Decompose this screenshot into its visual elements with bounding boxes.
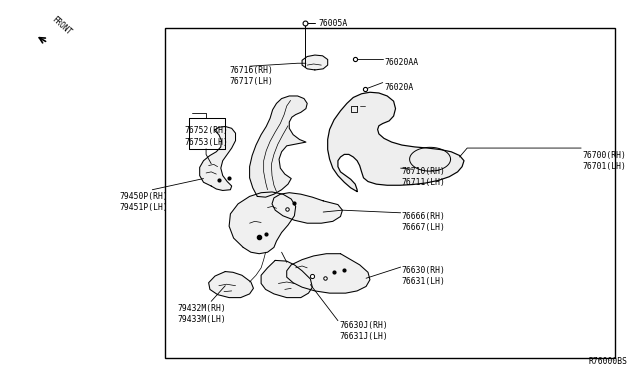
Text: 79450P(RH)
79451P(LH): 79450P(RH) 79451P(LH) [119,192,168,212]
Text: 76020AA: 76020AA [384,58,418,67]
Text: 76020A: 76020A [384,83,413,92]
Polygon shape [302,55,328,70]
Polygon shape [200,126,236,190]
Polygon shape [272,193,342,223]
Polygon shape [287,254,370,293]
Polygon shape [209,272,253,298]
Polygon shape [250,96,307,197]
Polygon shape [229,192,296,254]
Text: 76630(RH)
76631(LH): 76630(RH) 76631(LH) [402,266,446,286]
Polygon shape [261,260,312,298]
Text: 76666(RH)
76667(LH): 76666(RH) 76667(LH) [402,212,446,232]
Polygon shape [328,92,464,192]
Bar [165,28,615,358]
Text: 79432M(RH)
79433M(LH): 79432M(RH) 79433M(LH) [178,304,227,324]
Text: 76005A: 76005A [319,19,348,28]
Text: FRONT: FRONT [50,15,73,37]
Text: 76716(RH)
76717(LH): 76716(RH) 76717(LH) [229,66,273,86]
Text: 76710(RH)
76711(LH): 76710(RH) 76711(LH) [402,167,446,187]
Text: R76000BS: R76000BS [588,357,627,366]
Text: 76700(RH)
76701(LH): 76700(RH) 76701(LH) [582,151,627,171]
Text: 76752(RH)
76753(LH): 76752(RH) 76753(LH) [184,126,228,147]
Text: 76630J(RH)
76631J(LH): 76630J(RH) 76631J(LH) [339,321,388,341]
